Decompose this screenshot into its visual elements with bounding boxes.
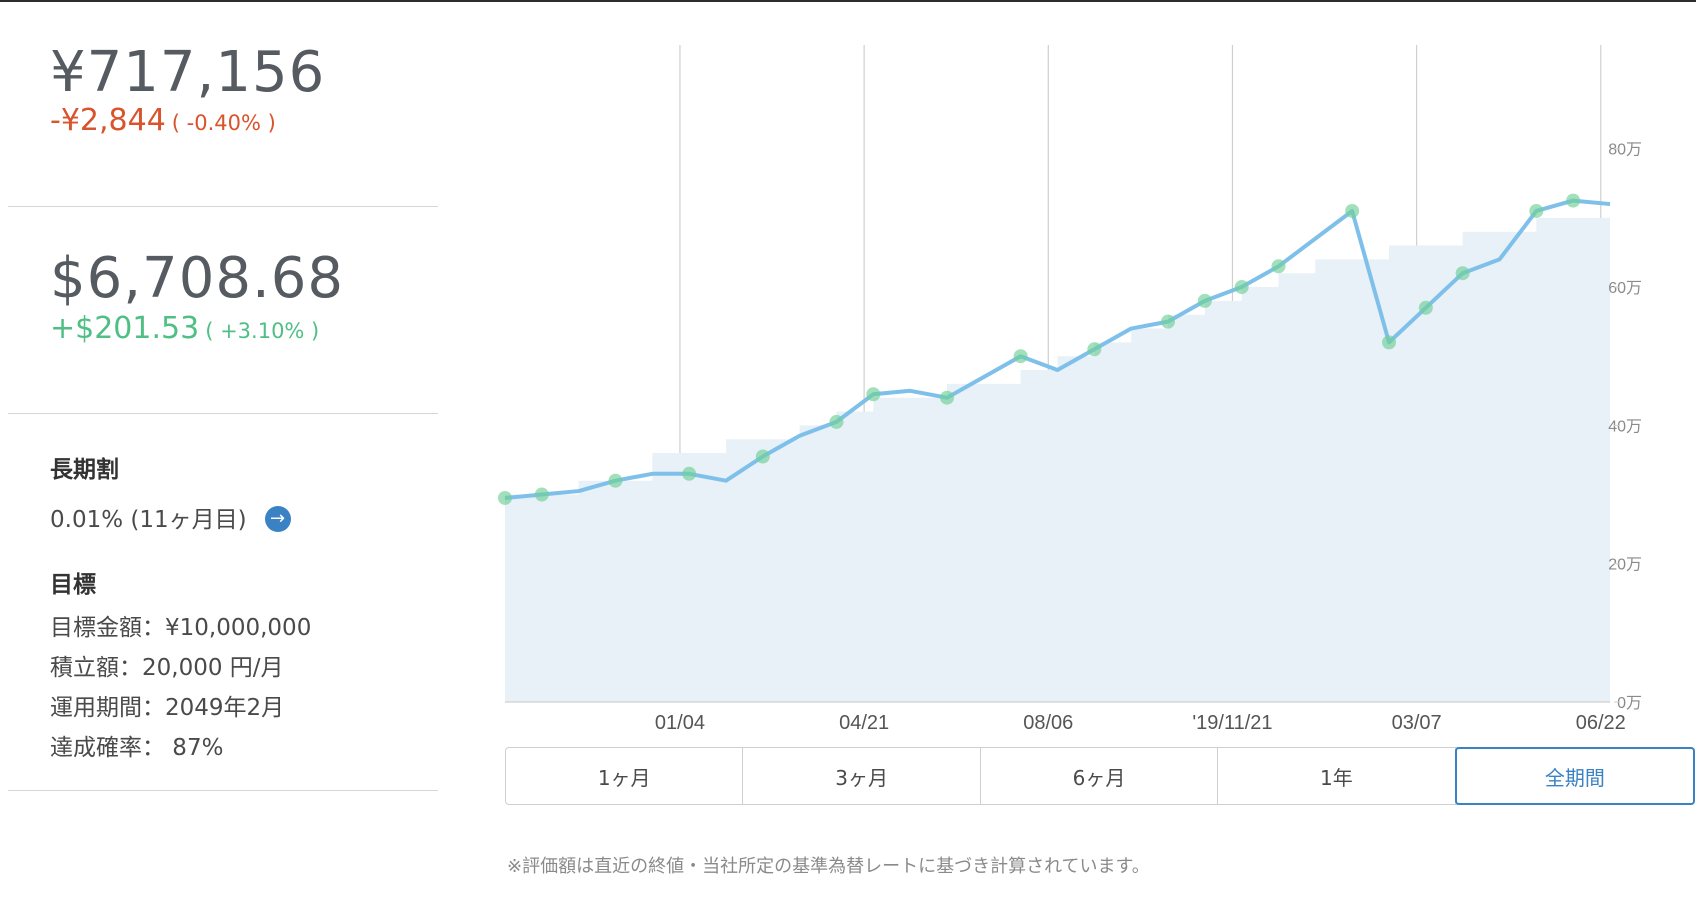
x-tick-label: 08/06 xyxy=(1023,712,1073,730)
deposit-marker xyxy=(1197,293,1212,308)
deposit-marker xyxy=(755,449,770,464)
deposit-marker xyxy=(1013,349,1028,364)
top-rule xyxy=(0,0,1696,2)
usd-change-pct: ( +3.10% ) xyxy=(205,319,320,343)
tab-1-year[interactable]: 1年 xyxy=(1218,748,1456,804)
deposit-marker xyxy=(1566,193,1581,208)
x-tick-label: 03/07 xyxy=(1392,712,1442,730)
goal-amount: 目標金額：¥10,000,000 xyxy=(50,615,312,641)
deposit-marker xyxy=(1418,300,1433,315)
goal-period: 運用期間：2049年2月 xyxy=(50,695,285,721)
x-tick-label: 01/04 xyxy=(655,712,705,730)
jpy-change-amount: -¥2,844 xyxy=(50,103,166,138)
long-term-rate: 0.01% (11ヶ月目) xyxy=(50,507,247,533)
goal-probability: 達成確率： 87% xyxy=(50,735,224,761)
divider xyxy=(8,206,438,207)
period-tabs: 1ヶ月 3ヶ月 6ヶ月 1年 全期間 xyxy=(505,747,1696,805)
usd-change-amount: +$201.53 xyxy=(50,311,200,346)
deposit-marker xyxy=(608,473,623,488)
y-tick-label: 80万 xyxy=(1608,142,1642,159)
divider xyxy=(8,413,438,414)
y-tick-label: 40万 xyxy=(1608,418,1642,435)
deposit-marker xyxy=(682,466,697,481)
usd-change: +$201.53( +3.10% ) xyxy=(50,311,319,346)
y-tick-label: 20万 xyxy=(1608,557,1642,574)
deposit-marker xyxy=(534,487,549,502)
deposit-marker xyxy=(1161,314,1175,329)
jpy-change-pct: ( -0.40% ) xyxy=(171,111,276,135)
x-tick-label: 06/22 xyxy=(1576,712,1626,730)
performance-chart: 0万 20万 40万 60万 80万 01/04 04/21 08/06 '19/11/21 03… xyxy=(470,30,1650,730)
invested-area xyxy=(505,217,1610,703)
deposit-marker xyxy=(829,414,844,429)
deposit-marker xyxy=(940,390,954,405)
tab-all-period[interactable]: 全期間 xyxy=(1454,747,1696,805)
long-term-title: 長期割 xyxy=(50,457,119,483)
goal-monthly: 積立額：20,000 円/月 xyxy=(50,655,284,681)
tab-3-months[interactable]: 3ヶ月 xyxy=(743,748,981,804)
long-term-value: 0.01% (11ヶ月目) → xyxy=(50,500,291,534)
deposit-marker xyxy=(1382,335,1396,350)
deposit-marker xyxy=(1345,203,1360,218)
x-tick-label: 04/21 xyxy=(839,712,889,730)
footnote: ※評価額は直近の終値・当社所定の基準為替レートに基づき計算されています。 xyxy=(507,856,1150,877)
x-tick-label: '19/11/21 xyxy=(1192,712,1272,730)
deposit-marker xyxy=(1455,266,1470,281)
deposit-marker xyxy=(1529,203,1544,218)
deposit-marker xyxy=(866,387,881,402)
y-tick-label: 60万 xyxy=(1608,280,1642,297)
deposit-marker xyxy=(1234,280,1249,295)
tab-1-month[interactable]: 1ヶ月 xyxy=(506,748,744,804)
jpy-change: -¥2,844( -0.40% ) xyxy=(50,103,276,138)
deposit-marker xyxy=(498,490,512,505)
deposit-marker xyxy=(1087,342,1102,357)
tab-6-months[interactable]: 6ヶ月 xyxy=(981,748,1219,804)
usd-valuation: $6,708.68 xyxy=(50,246,345,311)
deposit-marker xyxy=(1271,259,1286,274)
jpy-valuation: ¥717,156 xyxy=(50,40,326,105)
chart-svg: 0万 20万 40万 60万 80万 01/04 04/21 08/06 '19/11/21 03… xyxy=(498,45,1642,730)
y-tick-label: 0万 xyxy=(1617,695,1642,712)
divider xyxy=(8,790,438,791)
arrow-right-icon[interactable]: → xyxy=(264,505,291,532)
goal-title: 目標 xyxy=(50,572,96,598)
